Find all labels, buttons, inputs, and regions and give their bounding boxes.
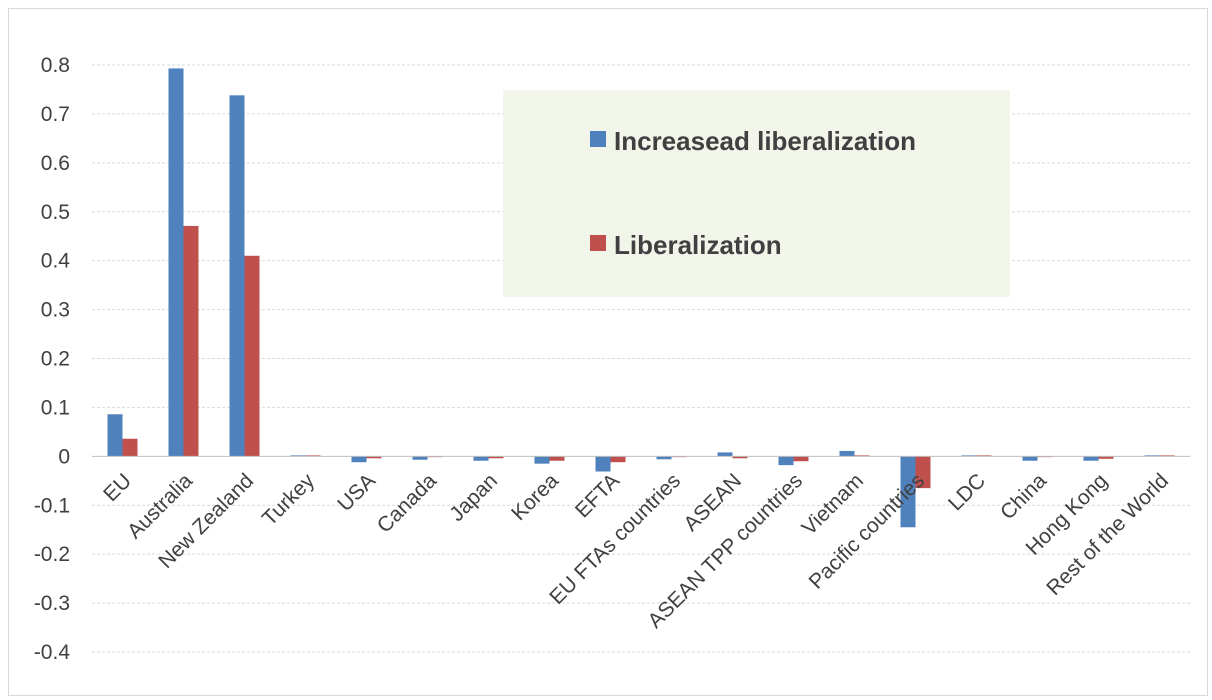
y-tick-label: -0.3: [34, 592, 70, 615]
x-category-label: Turkey: [258, 469, 319, 530]
x-category-label: Canada: [373, 469, 442, 538]
bar-series-1-eu: [107, 414, 123, 457]
y-tick-label: 0.8: [41, 54, 70, 77]
y-tick-label: 0.6: [41, 152, 70, 175]
x-category-label: China: [996, 469, 1051, 524]
bar-series-2-new-zealand: [244, 255, 260, 457]
x-category-label: Pacific countries: [805, 469, 929, 593]
bar-series-2-japan: [488, 456, 504, 459]
y-tick-label: 0.1: [41, 396, 70, 419]
y-tick-label: 0: [58, 445, 70, 468]
bar-series-1-new-zealand: [229, 95, 245, 457]
legend-swatch-series-1: [590, 131, 606, 147]
x-category-label: USA: [333, 469, 380, 516]
bar-series-1-japan: [473, 456, 489, 461]
legend-label-series-2: Liberalization: [614, 230, 782, 260]
bar-series-2-asean-tpp-countries: [793, 456, 809, 462]
legend-swatch-series-2: [590, 235, 606, 251]
bar-series-1-pacific-countries: [900, 456, 916, 528]
bar-series-1-hong-kong: [1083, 456, 1099, 461]
x-category-label: LDC: [944, 469, 990, 515]
y-tick-label: 0.4: [41, 250, 71, 273]
bar-series-1-usa: [351, 456, 367, 463]
bar-series-2-korea: [549, 456, 565, 461]
y-axis-tick-labels: 0.8 0.7 0.6 0.5 0.4 0.3 0.2 0.1 0 -0.1 -0.2 -0.3 -0.…: [34, 54, 71, 664]
bar-series-1-australia: [168, 68, 184, 457]
bars: [107, 68, 1175, 528]
x-category-label: Japan: [445, 469, 502, 526]
bar-series-2-efta: [610, 456, 626, 463]
y-tick-label: 0.5: [41, 201, 70, 224]
bar-series-2-australia: [183, 225, 199, 457]
bar-series-2-usa: [366, 456, 382, 459]
y-tick-label: 0.3: [41, 299, 70, 322]
bar-series-1-asean: [717, 452, 733, 457]
bar-series-1-china: [1022, 456, 1038, 461]
bar-series-2-hong-kong: [1098, 456, 1114, 459]
bar-series-1-asean-tpp-countries: [778, 456, 794, 466]
y-tick-label: 0.7: [41, 103, 70, 126]
bar-series-2-eu: [122, 438, 138, 457]
bar-series-2-pacific-countries: [915, 456, 931, 489]
y-tick-label: -0.1: [34, 494, 70, 517]
legend-background: [503, 90, 1010, 297]
bar-series-1-vietnam: [839, 450, 855, 457]
x-category-label: EFTA: [571, 469, 624, 522]
bar-series-1-canada: [412, 456, 428, 460]
bar-series-2-asean: [732, 456, 748, 459]
legend: Increasead liberalization Liberalization: [503, 90, 1010, 297]
x-category-label: EU: [99, 469, 136, 506]
bar-series-1-korea: [534, 456, 550, 464]
y-tick-label: -0.4: [34, 641, 71, 664]
legend-label-series-1: Increasead liberalization: [614, 126, 916, 156]
bar-series-1-eu-ftas-countries: [656, 456, 672, 460]
y-tick-label: -0.2: [34, 543, 70, 566]
x-category-label: Korea: [507, 469, 563, 525]
bar-series-1-efta: [595, 456, 611, 472]
y-tick-label: 0.2: [41, 348, 70, 371]
